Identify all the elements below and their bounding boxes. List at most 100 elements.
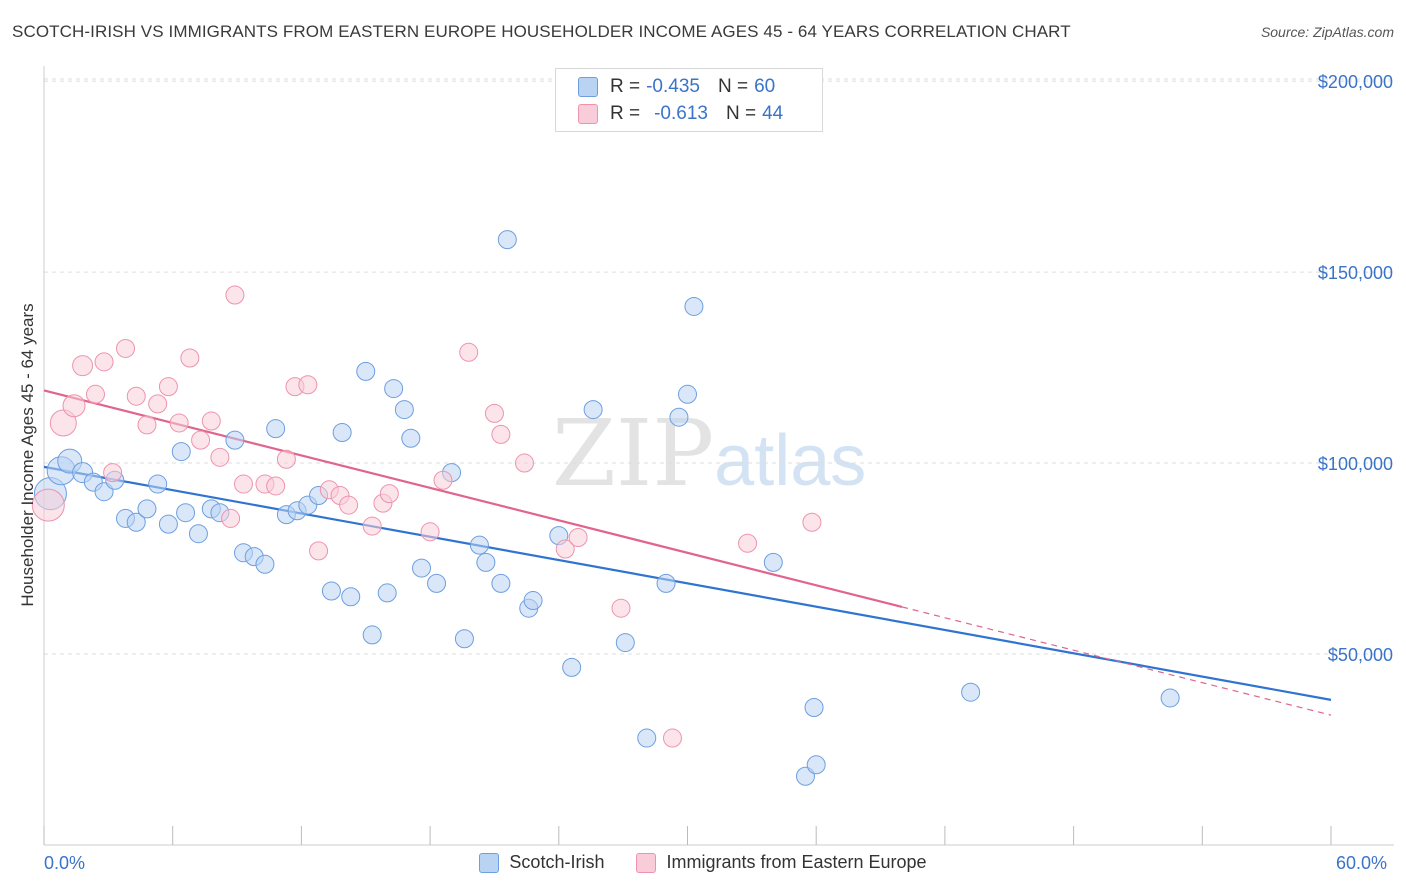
scotch-irish-point bbox=[469, 535, 489, 555]
scotch-irish-point bbox=[176, 503, 196, 523]
scotch-irish-point bbox=[126, 512, 146, 532]
eastern-europe-point bbox=[491, 424, 511, 444]
scotch-irish-point bbox=[394, 400, 414, 420]
legend-row-eastern-europe: R = -0.613 N = 44 bbox=[578, 101, 783, 127]
scotch-irish-point bbox=[137, 499, 157, 519]
y-tick-label: $150,000 bbox=[1318, 263, 1393, 283]
axes bbox=[43, 66, 1394, 846]
eastern-europe-point bbox=[72, 355, 94, 377]
legend-swatch-blue bbox=[479, 852, 500, 873]
eastern-europe-point bbox=[210, 447, 230, 467]
eastern-europe-point bbox=[158, 377, 178, 397]
correlation-legend: R = -0.435 N = 60 R = -0.613 N = 44 bbox=[555, 68, 823, 132]
eastern-europe-point bbox=[339, 495, 359, 515]
scotch-irish-point bbox=[332, 422, 352, 442]
legend-n-label: N = bbox=[717, 76, 749, 97]
scotch-irish-point bbox=[384, 379, 404, 399]
eastern-europe-point bbox=[611, 598, 631, 618]
eastern-europe-point bbox=[191, 430, 211, 450]
scotch-irish-point bbox=[678, 384, 697, 404]
y-tick-label: $200,000 bbox=[1318, 72, 1393, 92]
eastern-europe-point bbox=[85, 384, 105, 404]
scotch-irish-point bbox=[562, 657, 582, 677]
series-legend: Scotch-Irish Immigrants from Eastern Eur… bbox=[0, 852, 1406, 873]
scotch-irish-trend-line bbox=[43, 465, 1332, 701]
eastern-europe-point bbox=[298, 375, 318, 395]
scotch-irish-point bbox=[669, 407, 689, 427]
eastern-europe-point bbox=[116, 338, 136, 358]
eastern-europe-point bbox=[433, 470, 453, 490]
scotch-irish-point bbox=[763, 552, 783, 572]
eastern-europe-point bbox=[459, 342, 479, 362]
legend-item-scotch-irish[interactable]: Scotch-Irish bbox=[479, 852, 604, 873]
scotch-irish-point bbox=[255, 554, 275, 574]
legend-swatch-pink bbox=[636, 852, 657, 873]
eastern-europe-point bbox=[103, 463, 123, 483]
eastern-europe-point bbox=[420, 522, 440, 542]
scotch-irish-point bbox=[637, 728, 657, 748]
legend-r-label: R = bbox=[610, 76, 641, 97]
eastern-europe-point bbox=[514, 453, 534, 473]
eastern-europe-point bbox=[169, 413, 189, 433]
eastern-europe-point bbox=[379, 484, 399, 504]
scotch-irish-point bbox=[427, 573, 447, 593]
eastern-europe-point bbox=[266, 476, 286, 496]
scotch-irish-point bbox=[804, 697, 824, 717]
scotch-irish-point bbox=[377, 583, 397, 603]
grid-lines bbox=[44, 78, 1394, 655]
legend-r-value: -0.613 bbox=[654, 103, 708, 124]
eastern-europe-point bbox=[484, 403, 504, 423]
legend-r-value: -0.435 bbox=[646, 76, 700, 97]
eastern-europe-point bbox=[276, 449, 296, 469]
scotch-irish-point bbox=[523, 591, 543, 611]
scotch-irish-point bbox=[225, 430, 245, 450]
scotch-irish-point bbox=[491, 573, 511, 593]
eastern-europe-point bbox=[221, 508, 241, 528]
scotch-irish-point bbox=[188, 524, 208, 544]
eastern-europe-point bbox=[738, 533, 758, 553]
legend-swatch-pink bbox=[578, 104, 598, 124]
eastern-europe-point bbox=[31, 488, 65, 522]
scotch-irish-point bbox=[158, 514, 178, 534]
eastern-europe-point bbox=[555, 539, 575, 559]
chart-title: SCOTCH-IRISH VS IMMIGRANTS FROM EASTERN … bbox=[12, 22, 1071, 41]
legend-n-value: 60 bbox=[754, 76, 776, 97]
eastern-europe-point bbox=[62, 394, 86, 418]
data-points bbox=[31, 230, 1180, 786]
y-tick-label: $100,000 bbox=[1318, 454, 1393, 474]
scotch-irish-point bbox=[1160, 688, 1180, 708]
scotch-irish-point bbox=[961, 682, 981, 702]
eastern-europe-point bbox=[662, 728, 682, 748]
eastern-europe-point bbox=[180, 348, 200, 368]
eastern-europe-point bbox=[233, 474, 253, 494]
y-tick-label: $50,000 bbox=[1328, 645, 1393, 665]
legend-n-label: N = bbox=[725, 103, 757, 124]
eastern-europe-trend-line-extension bbox=[901, 606, 1332, 716]
eastern-europe-point bbox=[201, 411, 221, 431]
scotch-irish-point bbox=[684, 296, 704, 316]
scotch-irish-point bbox=[412, 558, 432, 578]
eastern-europe-point bbox=[148, 394, 168, 414]
legend-r-label: R = bbox=[610, 103, 641, 124]
scotch-irish-point bbox=[615, 633, 635, 653]
source-credit: Source: ZipAtlas.com bbox=[1260, 24, 1394, 40]
scotch-irish-point bbox=[362, 625, 382, 645]
x-tick-label-min: 0.0% bbox=[44, 853, 86, 873]
legend-swatch-blue bbox=[578, 77, 598, 97]
legend-item-eastern-europe[interactable]: Immigrants from Eastern Europe bbox=[636, 852, 927, 873]
eastern-europe-point bbox=[362, 516, 382, 536]
scotch-irish-point bbox=[171, 442, 191, 462]
legend-row-scotch-irish: R = -0.435 N = 60 bbox=[578, 74, 775, 100]
scotch-irish-point bbox=[583, 400, 603, 420]
x-tick-label-max: 60.0% bbox=[1336, 853, 1388, 873]
scotch-irish-point bbox=[476, 552, 496, 572]
eastern-europe-point bbox=[94, 352, 114, 372]
watermark-atlas: atlas bbox=[714, 421, 867, 501]
scotch-irish-point bbox=[656, 573, 676, 593]
legend-label: Immigrants from Eastern Europe bbox=[666, 852, 927, 872]
eastern-europe-point bbox=[137, 415, 157, 435]
scotch-irish-point bbox=[341, 587, 361, 607]
eastern-europe-point bbox=[225, 285, 245, 305]
eastern-europe-point bbox=[309, 541, 329, 561]
